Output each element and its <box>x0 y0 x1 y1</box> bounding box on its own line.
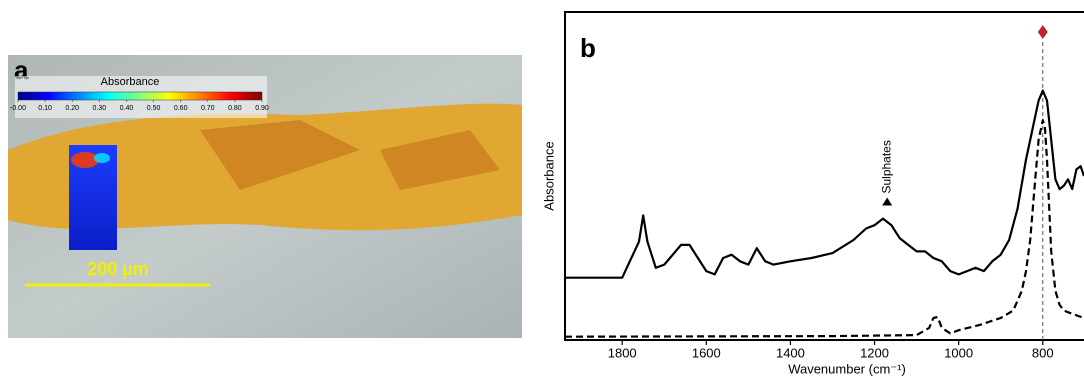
colorbar-tick-label: 0.20 <box>65 105 79 112</box>
colorbar-tick-label: 0.10 <box>38 105 52 112</box>
colorbar-tick-label: 0.40 <box>120 105 134 112</box>
x-tick-label: 1000 <box>944 345 973 360</box>
colorbar <box>17 91 263 101</box>
colorbar-tick-label: 0.80 <box>228 105 242 112</box>
colorbar-tick-label: 0.60 <box>174 105 188 112</box>
x-tick-label: 1200 <box>860 345 889 360</box>
map-hotspot <box>94 153 110 163</box>
y-axis-label: Absorbance <box>541 141 556 210</box>
colorbar-tick-label: 0.70 <box>201 105 215 112</box>
annotation-marker <box>882 197 893 206</box>
colorbar-tick-label: 0.50 <box>147 105 161 112</box>
x-tick-label: 1400 <box>776 345 805 360</box>
x-tick-label: 1800 <box>608 345 637 360</box>
spectrum-line <box>565 89 1084 279</box>
plot: 1800 1600 1400 1200 1000 800 Sulphates <box>564 25 1084 360</box>
spectrum-line <box>564 119 1084 338</box>
scale-bar-label: 200 µm <box>87 259 148 279</box>
annotation-text: Sulphates <box>879 140 893 193</box>
colorbar-title: Absorbance <box>101 76 160 88</box>
colorbar-tick-label: 0.30 <box>93 105 107 112</box>
map-hotspot <box>71 152 99 168</box>
plot-frame <box>564 11 1084 341</box>
x-tick-label: 800 <box>1032 345 1054 360</box>
x-tick-label: 1600 <box>692 345 721 360</box>
x-axis-label: Wavenumber (cm⁻¹) <box>788 361 906 376</box>
reference-marker <box>1037 25 1048 39</box>
panel-label: b <box>580 33 596 63</box>
colorbar-tick-label: -0.00 <box>10 105 26 112</box>
colorbar-tick-label: 0.90 <box>255 105 269 112</box>
paint-grains <box>200 120 500 190</box>
